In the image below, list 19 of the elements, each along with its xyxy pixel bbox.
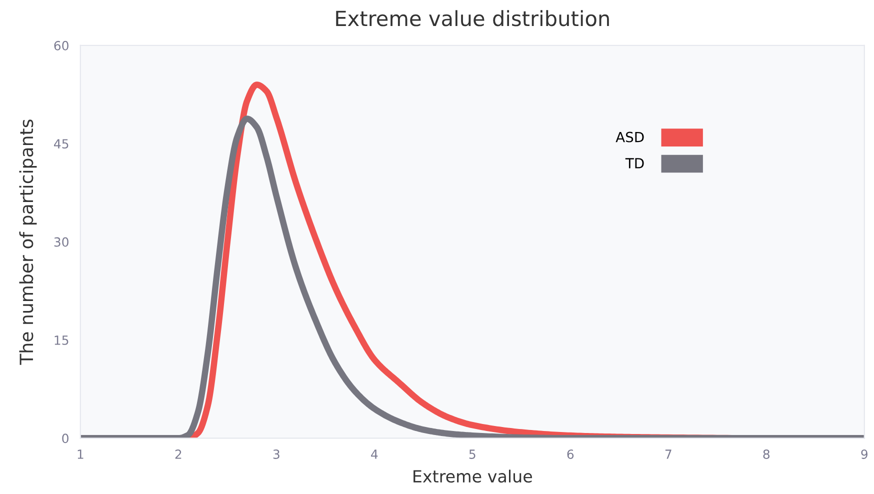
x-tick-label: 3 [273,450,280,459]
x-tick-label: 6 [567,450,574,459]
x-tick-label: 7 [665,450,672,459]
y-tick-label: 45 [54,139,68,149]
x-axis-title: Extreme value [414,470,532,483]
y-tick-label: 15 [54,336,68,345]
y-tick-label: 30 [54,237,68,247]
x-tick-label: 2 [175,450,182,459]
y-axis-title: The number of participants [19,120,37,365]
legend-label: TD [625,158,644,168]
legend-label: ASD [616,132,644,142]
chart-title: Extreme value distribution [336,10,609,26]
y-tick-label: 60 [54,40,68,50]
x-tick-label: 9 [861,450,868,459]
x-tick-label: 5 [469,450,476,459]
x-tick-label: 4 [371,450,378,459]
y-tick-label: 0 [62,434,68,444]
x-tick-label: 8 [763,450,770,459]
x-tick-label: 1 [78,450,84,459]
